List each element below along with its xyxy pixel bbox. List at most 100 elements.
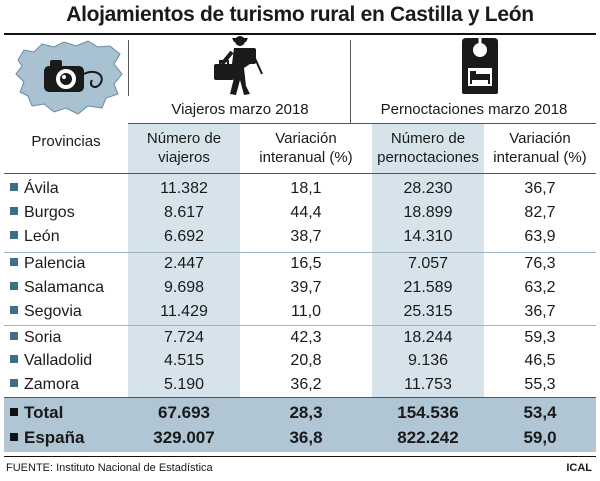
variation-cell: 36,7: [524, 180, 556, 197]
nights-cell: 9.136: [407, 352, 449, 369]
bullet-icon: [10, 332, 18, 340]
group-rule: [4, 325, 596, 326]
bullet-icon: [10, 183, 18, 191]
travelers-cell: 67.693: [158, 403, 210, 422]
col-header-province: Provincias: [31, 133, 101, 150]
province-name: Valladolid: [10, 352, 92, 370]
province-name: Ávila: [10, 180, 59, 198]
variation-cell: 18,1: [290, 180, 322, 197]
bullet-icon: [10, 231, 18, 239]
bullet-icon: [10, 306, 18, 314]
total-row: Total 67.693 28,3 154.536 53,4: [4, 401, 596, 425]
province-name: Zamora: [10, 376, 79, 394]
divider: [128, 40, 129, 96]
totals-band: [4, 397, 596, 452]
variation-cell: 59,0: [523, 428, 557, 447]
total-row: España 329.007 36,8 822.242 59,0: [4, 426, 596, 450]
table-row: León 6.692 38,7 14.310 63,9: [4, 226, 596, 250]
variation-cell: 28,3: [289, 403, 323, 422]
variation-cell: 46,5: [524, 352, 556, 369]
province-name: Salamanca: [10, 279, 104, 297]
travelers-cell: 329.007: [153, 428, 215, 447]
nights-cell: 18.244: [403, 329, 453, 346]
travelers-cell: 2.447: [163, 255, 205, 272]
province-name: León: [10, 228, 60, 246]
province-name: Burgos: [10, 204, 75, 222]
variation-cell: 36,7: [524, 303, 556, 320]
table-row: Segovia 11.429 11,0 25.315 36,7: [4, 301, 596, 325]
variation-cell: 11,0: [291, 303, 321, 320]
nights-cell: 822.242: [397, 428, 459, 447]
credit: ICAL: [566, 462, 592, 474]
col-header-nights: Número de pernoctaciones: [377, 130, 479, 166]
group-header-nights: Pernoctaciones marzo 2018: [380, 101, 568, 118]
col-header-variation-travelers: Variación interanual (%): [259, 130, 353, 166]
variation-cell: 38,7: [290, 228, 322, 245]
group-rule: [4, 252, 596, 253]
bullet-icon: [10, 258, 18, 266]
col-header-variation-nights: Variación interanual (%): [493, 130, 587, 166]
col-header-travelers: Número de viajeros: [146, 130, 222, 166]
header-rule: [128, 123, 596, 124]
travelers-cell: 7.724: [163, 329, 205, 346]
variation-cell: 16,5: [290, 255, 322, 272]
table-row: Valladolid 4.515 20,8 9.136 46,5: [4, 350, 596, 374]
variation-cell: 53,4: [523, 403, 557, 422]
travelers-cell: 11.382: [160, 180, 208, 197]
travelers-cell: 4.515: [163, 352, 205, 369]
page-title: Alojamientos de turismo rural en Castill…: [66, 3, 534, 26]
totals-rule: [4, 397, 596, 398]
variation-cell: 39,7: [290, 279, 322, 296]
travelers-cell: 11.429: [160, 303, 208, 320]
bullet-icon: [10, 355, 18, 363]
column-shade: [128, 124, 240, 397]
variation-cell: 63,9: [524, 228, 556, 245]
variation-cell: 55,3: [524, 376, 556, 393]
province-name: Segovia: [10, 303, 82, 321]
variation-cell: 63,2: [524, 279, 556, 296]
nights-cell: 11.753: [404, 376, 452, 393]
bullet-icon: [10, 207, 18, 215]
table-row: Soria 7.724 42,3 18.244 59,3: [4, 327, 596, 351]
total-name: Total: [10, 403, 63, 423]
travelers-cell: 6.692: [163, 228, 205, 245]
bullet-icon: [10, 433, 18, 441]
travelers-cell: 5.190: [163, 376, 205, 393]
source-note: FUENTE: Instituto Nacional de Estadístic…: [6, 462, 213, 474]
variation-cell: 36,2: [290, 376, 322, 393]
variation-cell: 82,7: [524, 204, 556, 221]
bullet-icon: [10, 408, 18, 416]
variation-cell: 20,8: [290, 352, 322, 369]
bullet-icon: [10, 379, 18, 387]
door-hanger-bed-icon: [462, 38, 498, 94]
nights-cell: 28.230: [403, 180, 453, 197]
hiker-with-suitcase-icon: [214, 36, 263, 95]
nights-cell: 7.057: [407, 255, 449, 272]
table-row: Palencia 2.447 16,5 7.057 76,3: [4, 253, 596, 277]
table-row: Ávila 11.382 18,1 28.230 36,7: [4, 178, 596, 202]
table-row: Zamora 5.190 36,2 11.753 55,3: [4, 374, 596, 398]
travelers-cell: 9.698: [163, 279, 205, 296]
castilla-leon-map-camera-icon: [15, 40, 123, 115]
province-name: Palencia: [10, 255, 85, 273]
nights-cell: 25.315: [403, 303, 453, 320]
nights-cell: 21.589: [403, 279, 453, 296]
column-shade: [372, 124, 484, 397]
divider: [350, 40, 351, 123]
variation-cell: 42,3: [290, 329, 322, 346]
group-header-travelers: Viajeros marzo 2018: [171, 101, 309, 118]
header-rule: [4, 173, 596, 174]
variation-cell: 44,4: [290, 204, 322, 221]
nights-cell: 154.536: [397, 403, 459, 422]
bullet-icon: [10, 282, 18, 290]
province-name: Soria: [10, 329, 61, 347]
title-rule: [4, 33, 596, 35]
table-row: Burgos 8.617 44,4 18.899 82,7: [4, 202, 596, 226]
variation-cell: 59,3: [524, 329, 556, 346]
nights-cell: 18.899: [403, 204, 453, 221]
variation-cell: 76,3: [524, 255, 556, 272]
table-row: Salamanca 9.698 39,7 21.589 63,2: [4, 277, 596, 301]
nights-cell: 14.310: [403, 228, 453, 245]
travelers-cell: 8.617: [163, 204, 205, 221]
total-name: España: [10, 428, 84, 448]
